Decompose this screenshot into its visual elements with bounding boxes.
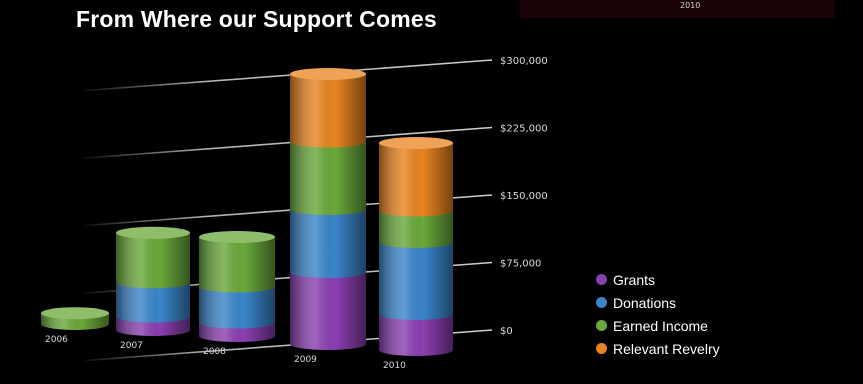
legend-label: Grants: [613, 271, 656, 288]
legend-label: Donations: [613, 294, 677, 311]
gridline: [84, 59, 493, 92]
bar-segment-shading: [116, 282, 190, 323]
y-tick-label: $0: [500, 326, 513, 337]
legend-item: Relevant Revelry: [596, 339, 720, 358]
x-tick-label: 2009: [294, 355, 317, 365]
gridline: [84, 126, 493, 159]
bar-segment-shading: [379, 314, 453, 356]
x-tick-label: 2010: [383, 361, 406, 371]
y-tick-label: $150,000: [500, 191, 548, 202]
bar-top-cap: [116, 226, 190, 239]
bar-2009: [290, 68, 366, 350]
x-tick-label: 2007: [120, 341, 143, 351]
page-title: From Where our Support Comes: [76, 6, 437, 32]
bar-2010: [379, 137, 453, 356]
legend-swatch: [596, 343, 607, 354]
bar-segment-shading: [290, 272, 366, 350]
bar-segment-shading: [116, 232, 190, 289]
bar-top-cap: [199, 231, 275, 243]
legend-item: Grants: [596, 270, 720, 289]
top-strip-label: 2010: [680, 1, 701, 10]
bar-segment-shading: [379, 143, 453, 217]
legend-item: Earned Income: [596, 316, 720, 335]
x-tick-label: 2006: [45, 335, 68, 345]
y-tick-label: $225,000: [500, 124, 548, 135]
bar-top-cap: [379, 137, 453, 149]
x-tick-label: 2008: [203, 347, 226, 357]
chart-legend: Grants Donations Earned Income Relevant Rev…: [596, 270, 720, 362]
bar-segment-shading: [379, 242, 453, 320]
bar-segment-shading: [199, 237, 275, 293]
y-tick-label: $75,000: [500, 259, 541, 270]
legend-label: Earned Income: [613, 317, 708, 334]
bar-2007: [116, 226, 190, 336]
bar-top-cap: [290, 68, 366, 80]
bar-top-cap: [41, 307, 109, 320]
bar-segment-shading: [290, 74, 366, 148]
legend-swatch: [596, 274, 607, 285]
bar-segment-shading: [379, 210, 453, 248]
legend-swatch: [596, 320, 607, 331]
legend-item: Donations: [596, 293, 720, 312]
legend-swatch: [596, 297, 607, 308]
bar-2008: [199, 231, 275, 342]
legend-label: Relevant Revelry: [613, 340, 720, 357]
bar-segment-shading: [290, 209, 366, 278]
bar-segment-shading: [290, 141, 366, 215]
bar-2006: [41, 307, 109, 330]
top-header-strip: 2010: [520, 0, 835, 18]
bar-segment-shading: [199, 286, 275, 329]
y-tick-label: $300,000: [500, 56, 548, 67]
